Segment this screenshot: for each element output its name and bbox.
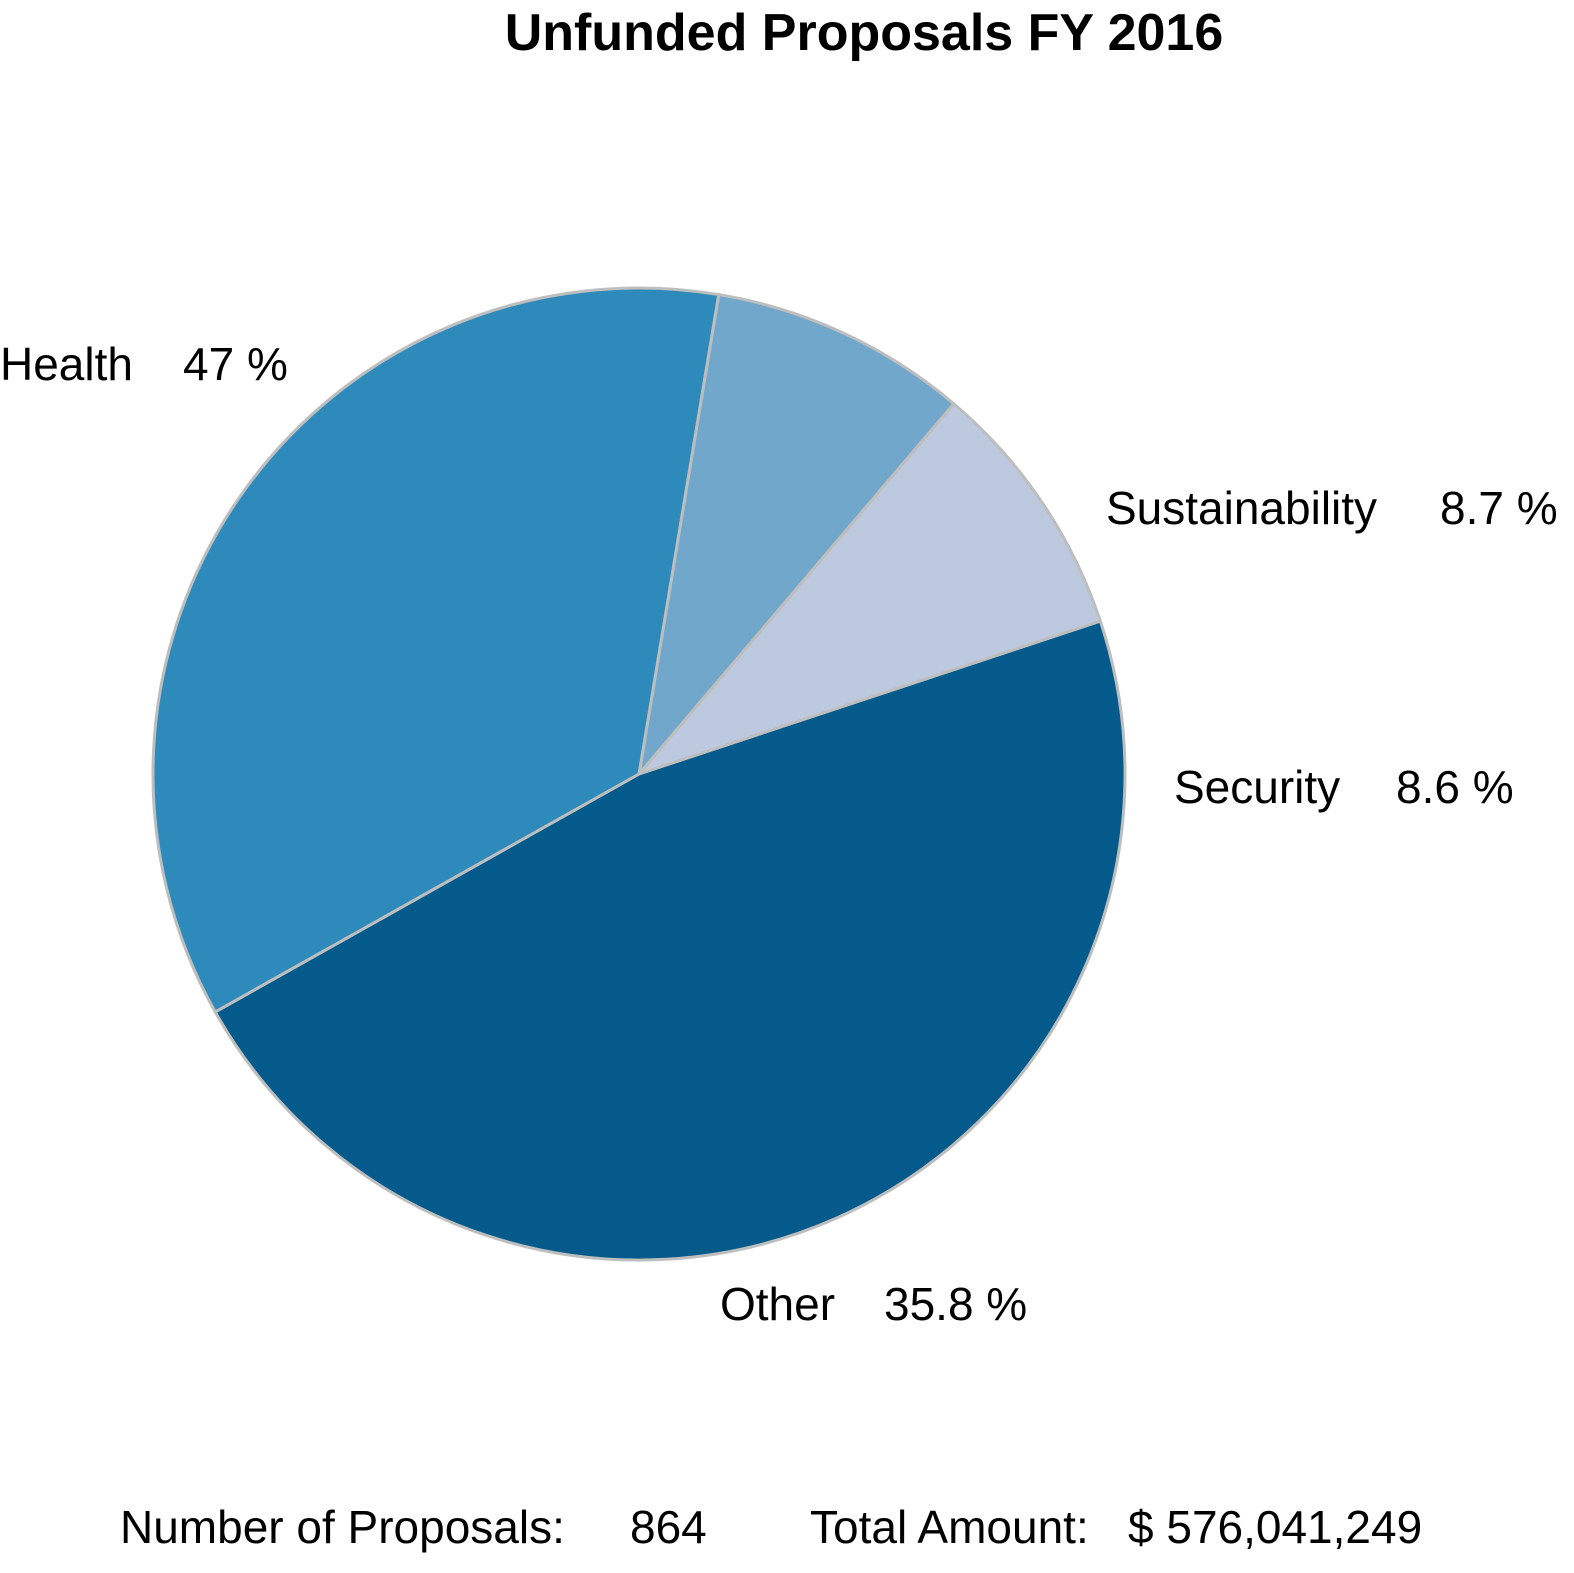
svg-text:Other: Other (720, 1278, 835, 1330)
svg-text:Total Amount:: Total Amount: (810, 1501, 1089, 1553)
slice-value-security: 8.6 % (1396, 761, 1514, 813)
svg-text:$ 576,041,249: $ 576,041,249 (1128, 1501, 1422, 1553)
proposals-value: 864 (630, 1501, 707, 1553)
slice-name-other: Other (720, 1278, 835, 1330)
svg-text:864: 864 (630, 1501, 707, 1553)
pie-slice-security (637, 293, 956, 776)
svg-text:47 %: 47 % (183, 338, 288, 390)
pie-slice-health (213, 619, 1127, 1262)
slice-label-sustainability: Sustainability 8.7 % (1106, 482, 1558, 534)
amount-label: Total Amount: (810, 1501, 1089, 1553)
amount-value: $ 576,041,249 (1128, 1501, 1422, 1553)
svg-text:Health: Health (0, 338, 133, 390)
chart-title: Unfunded Proposals FY 2016 (505, 4, 1224, 62)
svg-text:Number of Proposals:: Number of Proposals: (120, 1501, 565, 1553)
slice-label-health: Health 47 % (0, 338, 288, 390)
slice-value-sustainability: 8.7 % (1440, 482, 1558, 534)
svg-text:Security: Security (1174, 761, 1340, 813)
slice-name-security: Security (1174, 761, 1340, 813)
slice-value-other: 35.8 % (884, 1278, 1027, 1330)
pie-slice-sustainability (637, 402, 1102, 776)
slice-label-other: Other 35.8 % (720, 1278, 1027, 1330)
slice-name-sustainability: Sustainability (1106, 482, 1377, 534)
svg-text:35.8 %: 35.8 % (884, 1278, 1027, 1330)
svg-text:8.6 %: 8.6 % (1396, 761, 1514, 813)
svg-text:Sustainability: Sustainability (1106, 482, 1377, 534)
slice-name-health: Health (0, 338, 133, 390)
proposals-label: Number of Proposals: (120, 1501, 565, 1553)
footer: Number of Proposals: 864 Total Amount: $… (120, 1501, 1422, 1553)
slice-label-security: Security 8.6 % (1174, 761, 1514, 813)
slice-value-health: 47 % (183, 338, 288, 390)
pie-slices (151, 286, 1127, 1262)
pie-slice-other (151, 286, 721, 1014)
svg-text:8.7 %: 8.7 % (1440, 482, 1558, 534)
